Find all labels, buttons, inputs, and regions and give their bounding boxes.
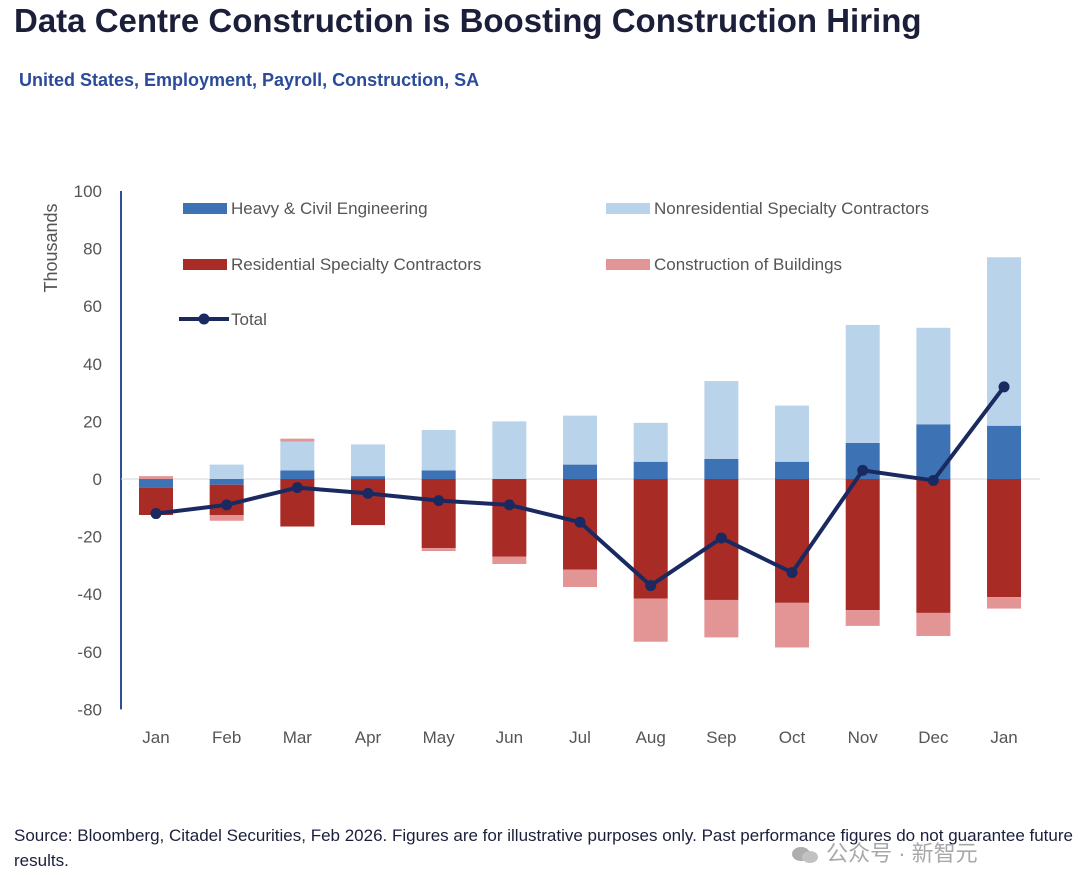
legend-swatch <box>606 203 650 214</box>
bar-segment <box>209 464 244 479</box>
legend-label: Construction of Buildings <box>654 255 842 274</box>
total-point <box>291 482 303 494</box>
bar-segment <box>775 461 810 479</box>
bar-segment <box>492 556 527 564</box>
x-tick-label: Feb <box>212 728 241 747</box>
y-tick-label: -80 <box>77 700 102 719</box>
bar-segment <box>845 479 880 611</box>
x-tick-label: Jan <box>990 728 1017 747</box>
bar-segment <box>775 405 810 462</box>
bar-segment <box>987 597 1022 609</box>
bar-segment <box>492 479 527 557</box>
legend-swatch <box>183 203 227 214</box>
legend-label: Residential Specialty Contractors <box>231 255 481 274</box>
bar-segment <box>351 476 386 479</box>
bar-segment <box>633 422 668 462</box>
bar-segment <box>987 257 1022 426</box>
x-tick-label: Dec <box>918 728 949 747</box>
y-tick-label: 20 <box>83 412 102 431</box>
total-point <box>715 532 727 544</box>
total-point <box>998 381 1010 393</box>
x-tick-label: Jan <box>142 728 169 747</box>
total-point <box>503 499 515 511</box>
bar-segment <box>987 425 1022 479</box>
y-tick-label: 0 <box>93 470 102 489</box>
bar-segment <box>775 479 810 603</box>
y-tick-label: -20 <box>77 528 102 547</box>
legend-label: Heavy & Civil Engineering <box>231 199 428 218</box>
bar-segment <box>704 599 739 638</box>
bar-segment <box>421 479 456 549</box>
total-point <box>150 508 162 520</box>
total-point <box>927 474 939 486</box>
bar-segment <box>633 598 668 642</box>
y-axis-title: Thousands <box>41 203 61 292</box>
bar-segment <box>563 464 598 479</box>
bar-segment <box>633 461 668 479</box>
total-point <box>857 464 869 476</box>
bar-segment <box>139 479 173 488</box>
x-tick-label: Mar <box>283 728 313 747</box>
legend-marker <box>198 313 210 325</box>
y-tick-label: -60 <box>77 643 102 662</box>
watermark: 公众号 · 新智元 <box>790 836 978 868</box>
x-tick-label: Jun <box>496 728 523 747</box>
source-note: Source: Bloomberg, Citadel Securities, F… <box>14 826 1073 870</box>
y-tick-label: 40 <box>83 355 102 374</box>
chart: 100 80 60 40 20 0 -20 -40 -60 -80 Thousands Jan Feb M… <box>41 182 1040 747</box>
watermark-text: 公众号 · 新智元 <box>826 841 978 866</box>
total-point <box>645 580 657 592</box>
x-tick-label: Oct <box>779 728 806 747</box>
total-point <box>221 499 233 511</box>
chart-subtitle: United States, Employment, Payroll, Cons… <box>19 70 480 90</box>
legend-swatch <box>183 259 227 270</box>
x-tick-label: Apr <box>355 728 382 747</box>
bar-segment <box>421 470 456 479</box>
bar-segment <box>775 602 810 648</box>
bar-segment <box>209 515 244 521</box>
x-tick-label: Jul <box>569 728 591 747</box>
x-tick-label: Sep <box>706 728 736 747</box>
bar-segment <box>280 438 315 442</box>
bar-segment <box>916 612 951 636</box>
y-tick-label: -40 <box>77 585 102 604</box>
legend-label: Total <box>231 310 267 329</box>
bar-segment <box>845 324 880 443</box>
bar-segment <box>563 569 598 587</box>
bar-segment <box>916 327 951 425</box>
bar-segment <box>563 415 598 465</box>
bar-segment <box>209 479 244 485</box>
bar-segment <box>351 444 386 477</box>
y-tick-label: 80 <box>83 240 102 259</box>
total-point <box>362 487 374 499</box>
x-tick-label: Nov <box>848 728 879 747</box>
total-point <box>574 516 586 528</box>
x-tick-label: Aug <box>636 728 666 747</box>
bar-segment <box>139 476 173 479</box>
total-point <box>786 567 798 579</box>
wechat-icon <box>792 847 818 864</box>
bar-segment <box>704 458 739 479</box>
y-tick-label: 100 <box>74 182 102 201</box>
bar-segment <box>916 479 951 613</box>
bar-segment <box>916 424 951 479</box>
bar-segment <box>704 381 739 459</box>
x-tick-label: May <box>423 728 456 747</box>
bar-segment <box>351 479 386 526</box>
legend-swatch <box>606 259 650 270</box>
legend-label: Nonresidential Specialty Contractors <box>654 199 929 218</box>
chart-title: Data Centre Construction is Boosting Con… <box>14 2 922 39</box>
bar-segment <box>845 610 880 626</box>
y-tick-label: 60 <box>83 297 102 316</box>
bar-segment <box>492 421 527 479</box>
bar-segment <box>421 430 456 471</box>
bar-segment <box>280 441 315 471</box>
bar-segment <box>421 548 456 551</box>
bar-segment <box>987 479 1022 598</box>
total-point <box>433 495 445 507</box>
bar-segment <box>280 470 315 479</box>
